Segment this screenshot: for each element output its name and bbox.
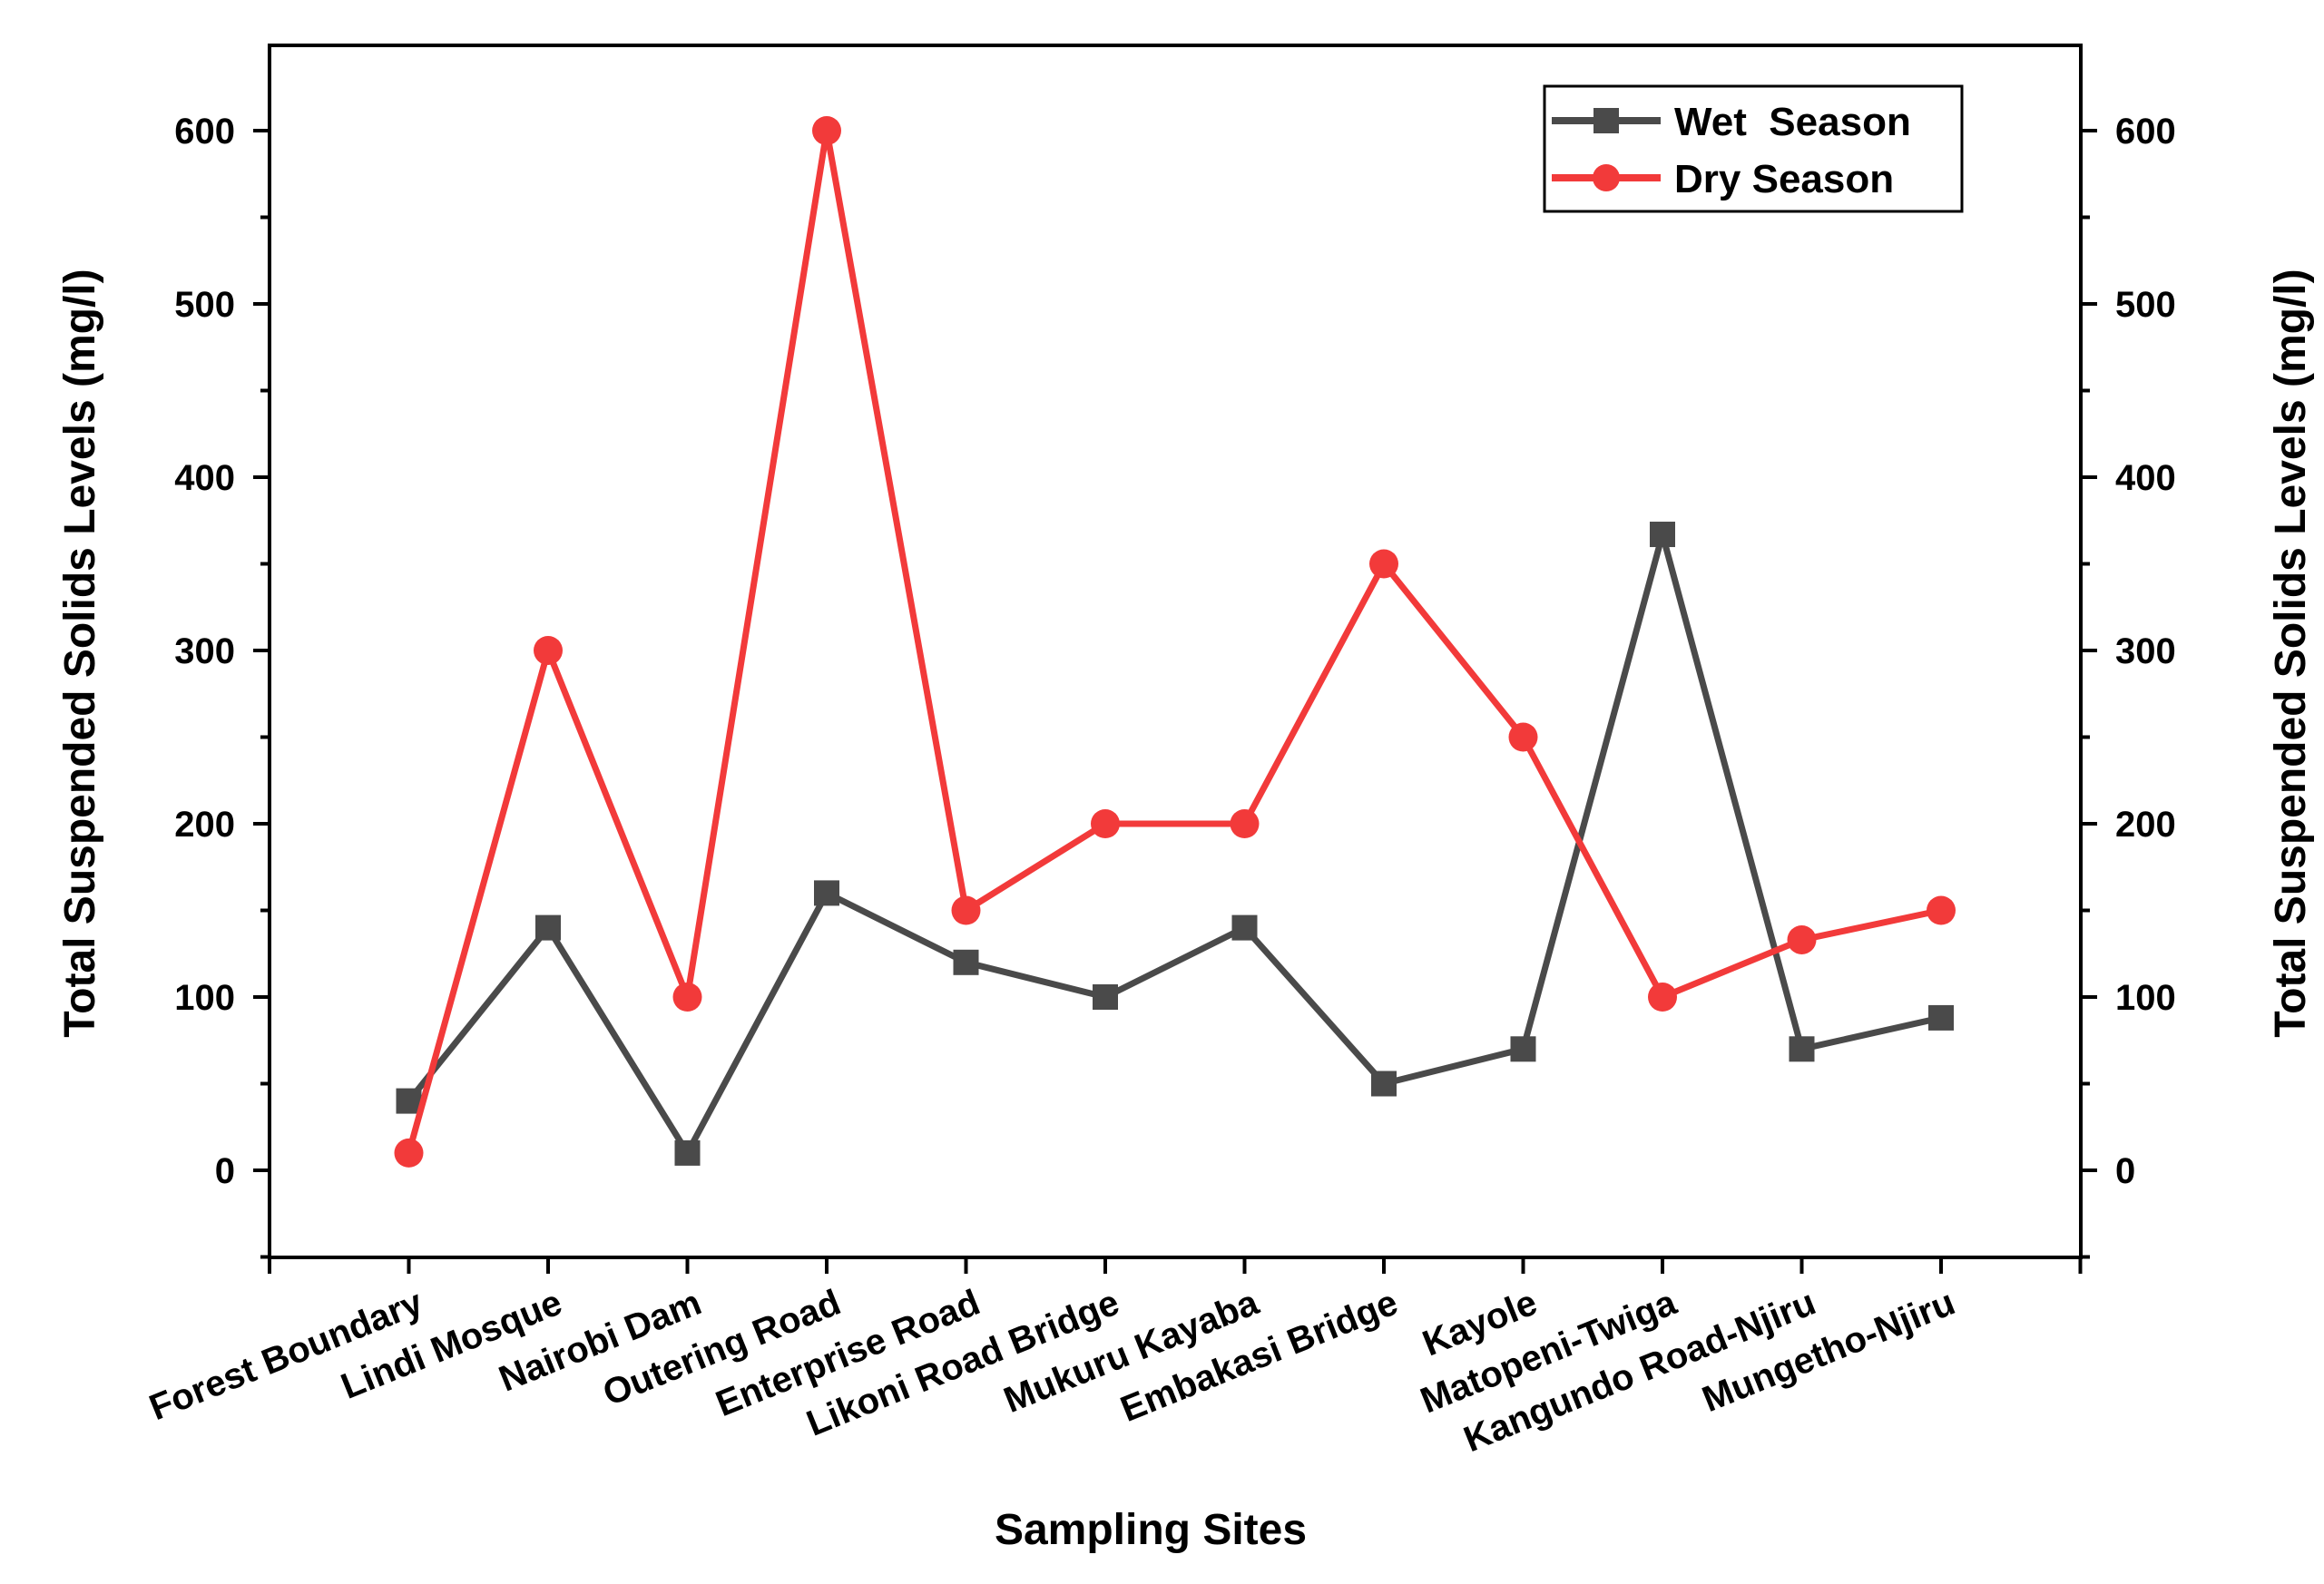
data-point (1508, 722, 1538, 752)
data-point (953, 949, 979, 975)
series-layer (394, 116, 1956, 1168)
right-axis-ticks: 0 100 200 300 400 500 600 (2081, 112, 2176, 1259)
data-point (672, 983, 702, 1012)
y-tick-label-right: 400 (2115, 458, 2176, 498)
data-point (1787, 924, 1817, 954)
data-point (1928, 1004, 1954, 1031)
data-point (1093, 984, 1118, 1010)
legend-wet-label: Wet Season (1674, 100, 1911, 144)
data-point (396, 1088, 422, 1114)
data-point (534, 636, 563, 665)
data-point (1231, 914, 1258, 941)
y-tick-label: 300 (174, 631, 235, 671)
y-tick-label: 600 (174, 112, 235, 152)
y-axis-title-right: Total Suspended Solids Levels (mg/l) (2267, 269, 2315, 1037)
y-tick-label: 100 (174, 978, 235, 1018)
legend-wet-marker (1593, 108, 1619, 133)
data-point (1371, 1071, 1397, 1097)
series-dry (394, 116, 1956, 1168)
data-point (1510, 1036, 1536, 1062)
y-tick-label-right: 0 (2115, 1151, 2135, 1191)
data-point (814, 880, 839, 906)
y-tick-label-right: 200 (2115, 805, 2176, 845)
legend-dry-marker (1593, 164, 1620, 191)
data-point (1650, 522, 1675, 548)
data-point (1927, 895, 1956, 925)
y-tick-label-right: 100 (2115, 978, 2176, 1018)
data-point (1091, 809, 1120, 838)
data-point (1789, 1036, 1815, 1062)
y-axis-title-left: Total Suspended Solids Levels (mg/l) (56, 269, 104, 1037)
left-axis-ticks: 0 100 200 300 400 500 600 (174, 112, 270, 1259)
data-point (812, 116, 841, 145)
data-point (674, 1139, 701, 1166)
data-point (1230, 809, 1260, 838)
data-point (535, 914, 561, 941)
series-line (406, 531, 1942, 1157)
series-wet (396, 522, 1954, 1166)
legend-dry-label: Dry Season (1674, 157, 1894, 201)
legend: Wet Season Dry Season (1543, 84, 1964, 213)
y-tick-label-right: 600 (2115, 112, 2176, 152)
data-point (1648, 983, 1677, 1012)
data-point (1369, 549, 1398, 579)
data-point (394, 1138, 424, 1168)
y-tick-label: 500 (174, 285, 235, 325)
y-tick-label: 400 (174, 458, 235, 498)
legend-box (1543, 84, 1964, 213)
y-tick-label: 0 (215, 1151, 235, 1191)
x-axis-title: Sampling Sites (995, 1506, 1307, 1554)
data-point (951, 895, 981, 925)
y-tick-label: 200 (174, 805, 235, 845)
y-tick-label-right: 500 (2115, 285, 2176, 325)
y-tick-label-right: 300 (2115, 631, 2176, 671)
series-line (406, 127, 1942, 1154)
